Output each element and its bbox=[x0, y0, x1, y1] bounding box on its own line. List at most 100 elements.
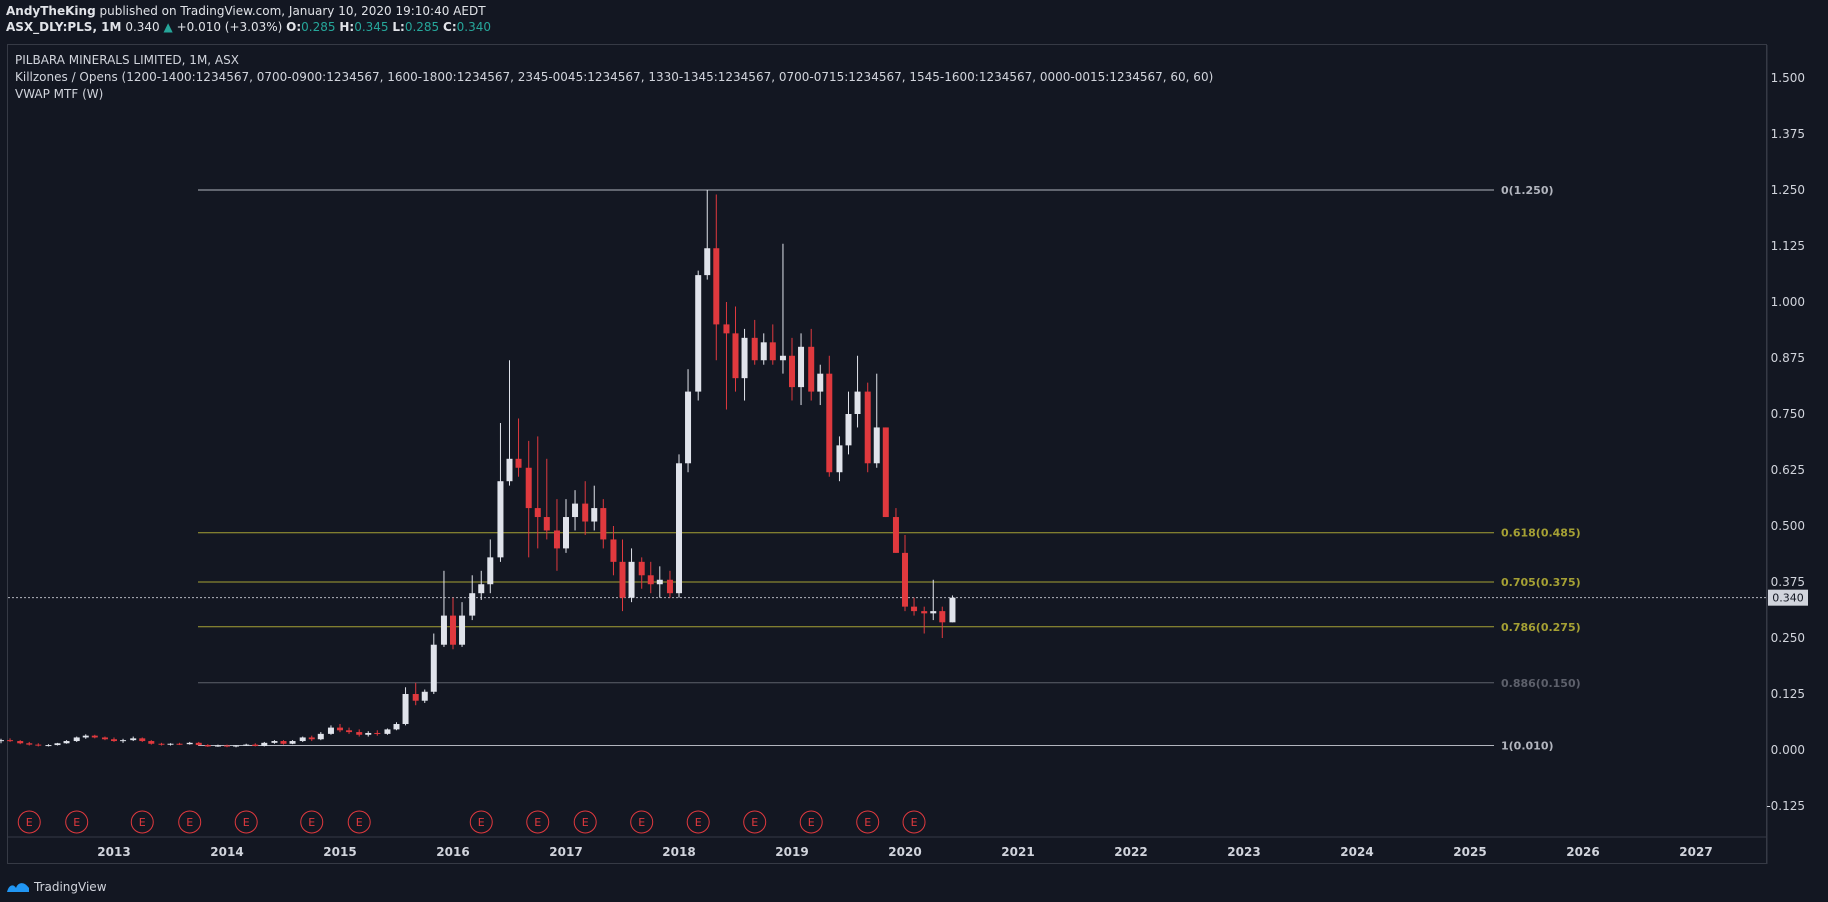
candle bbox=[337, 724, 343, 733]
candle-body bbox=[892, 517, 899, 553]
up-arrow-icon: ▲ bbox=[163, 20, 173, 34]
earnings-circle bbox=[856, 810, 880, 834]
legend-vwap[interactable]: VWAP MTF (W) bbox=[15, 87, 104, 101]
candle bbox=[430, 633, 437, 694]
candle-body bbox=[949, 597, 956, 623]
candle bbox=[666, 570, 673, 598]
ohlc-row: ASX_DLY:PLS, 1M 0.340 ▲ +0.010 (+3.03%) … bbox=[6, 19, 491, 35]
x-tick-label: 2016 bbox=[436, 845, 469, 859]
earnings-marker: E bbox=[573, 810, 597, 834]
candle-body bbox=[252, 744, 259, 746]
earnings-label: E bbox=[751, 816, 758, 829]
candle-body bbox=[515, 458, 522, 468]
candle-body bbox=[751, 337, 758, 361]
legend-killzones[interactable]: Killzones / Opens (1200-1400:1234567, 07… bbox=[15, 70, 1214, 84]
symbol-label: ASX_DLY:PLS, 1M bbox=[6, 20, 122, 34]
candle bbox=[459, 602, 466, 647]
candle-body bbox=[704, 248, 711, 276]
candle bbox=[139, 737, 146, 742]
candle bbox=[224, 744, 230, 748]
candle bbox=[111, 737, 117, 742]
candle bbox=[393, 722, 400, 731]
candle bbox=[798, 333, 805, 406]
last-price-tag bbox=[1768, 589, 1808, 606]
candle bbox=[638, 557, 645, 589]
candle bbox=[845, 391, 852, 455]
candle bbox=[176, 742, 183, 746]
candle bbox=[365, 731, 372, 737]
candle bbox=[63, 740, 70, 744]
candle bbox=[553, 499, 560, 571]
earnings-label: E bbox=[26, 816, 33, 829]
low-label: L: bbox=[392, 20, 405, 34]
candle bbox=[356, 729, 363, 737]
candle bbox=[233, 745, 240, 748]
candle bbox=[243, 743, 250, 746]
candle bbox=[271, 740, 278, 744]
candle bbox=[497, 422, 504, 562]
candle-body bbox=[299, 737, 306, 742]
candle bbox=[54, 742, 61, 746]
candle-body bbox=[610, 539, 617, 562]
candle bbox=[723, 302, 730, 410]
candle-body bbox=[553, 530, 560, 549]
candle-body bbox=[525, 467, 532, 509]
candle bbox=[864, 382, 871, 473]
candle bbox=[676, 454, 682, 598]
candle-body bbox=[685, 391, 692, 464]
candle-body bbox=[327, 727, 334, 734]
candle-body bbox=[120, 740, 127, 742]
earnings-circle bbox=[17, 810, 41, 834]
earnings-marker: E bbox=[630, 810, 654, 834]
earnings-label: E bbox=[911, 816, 918, 829]
candle bbox=[45, 744, 52, 747]
candle-body bbox=[186, 742, 193, 745]
candle bbox=[732, 306, 739, 392]
candle bbox=[195, 741, 202, 746]
earnings-marker: E bbox=[17, 810, 41, 834]
candle-body bbox=[289, 741, 296, 744]
candle bbox=[713, 194, 720, 361]
candle-body bbox=[873, 427, 880, 464]
candle-body bbox=[430, 644, 437, 692]
open-value: 0.285 bbox=[301, 20, 336, 34]
earnings-circle bbox=[686, 810, 710, 834]
publication-header: AndyTheKing published on TradingView.com… bbox=[6, 3, 491, 35]
candle-body bbox=[798, 346, 805, 388]
candle-body bbox=[628, 561, 635, 598]
candle bbox=[769, 324, 776, 365]
earnings-marker: E bbox=[743, 810, 767, 834]
earnings-marker: E bbox=[178, 810, 202, 834]
candle-body bbox=[402, 694, 409, 725]
candle-body bbox=[111, 739, 117, 742]
author-name[interactable]: AndyTheKing bbox=[6, 4, 96, 18]
earnings-label: E bbox=[864, 816, 871, 829]
candle-body bbox=[384, 729, 391, 734]
candle bbox=[402, 687, 409, 726]
candle-body bbox=[469, 593, 476, 616]
candle bbox=[610, 526, 617, 576]
candle bbox=[82, 734, 89, 739]
candle bbox=[280, 740, 287, 745]
legend-title[interactable]: PILBARA MINERALS LIMITED, 1M, ASX bbox=[15, 53, 239, 67]
candle-body bbox=[619, 561, 626, 598]
x-tick-label: 2023 bbox=[1227, 845, 1260, 859]
low-value: 0.285 bbox=[404, 20, 440, 34]
candle-body bbox=[741, 337, 748, 379]
candle-body bbox=[233, 745, 240, 747]
candle bbox=[506, 360, 513, 486]
candle-body bbox=[600, 508, 607, 540]
earnings-label: E bbox=[356, 816, 363, 829]
close-value: 0.340 bbox=[456, 20, 491, 34]
candle bbox=[949, 595, 956, 623]
candle bbox=[563, 499, 569, 553]
candle bbox=[882, 427, 889, 518]
candle-body bbox=[204, 745, 211, 747]
candle bbox=[0, 738, 4, 744]
earnings-marker: E bbox=[799, 810, 823, 834]
earnings-label: E bbox=[582, 816, 589, 829]
x-tick-label: 2017 bbox=[549, 845, 582, 859]
footer-brand[interactable]: TradingView bbox=[6, 880, 107, 894]
candle bbox=[836, 436, 843, 482]
